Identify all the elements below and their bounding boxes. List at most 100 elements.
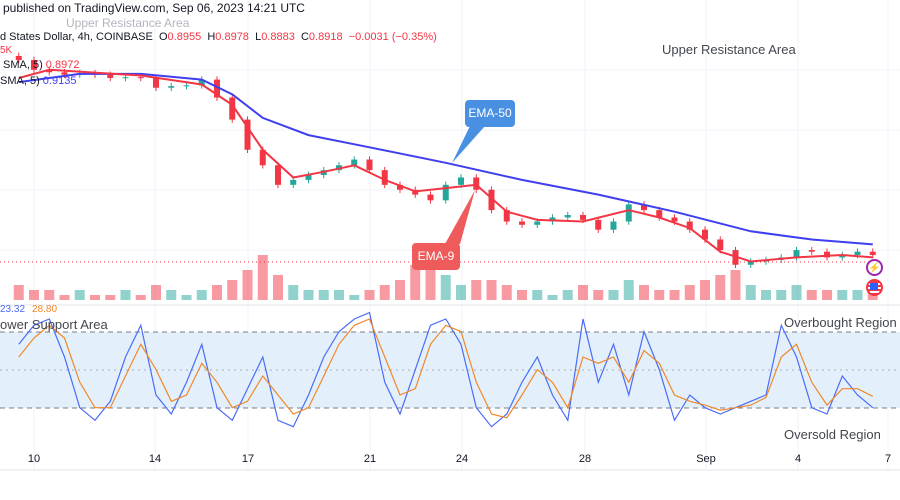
volume-bar: [562, 290, 573, 300]
x-tick-label: 17: [241, 453, 255, 465]
candle-body: [259, 149, 266, 166]
candle-body: [717, 239, 724, 251]
symbol-name: d States Dollar, 4h, COINBASE: [0, 31, 153, 43]
lightning-icon[interactable]: ⚡: [866, 259, 883, 276]
volume-bar: [608, 290, 619, 300]
volume-bar: [288, 285, 299, 300]
ema9-callout: EMA-9: [412, 243, 460, 270]
candle-body: [168, 86, 175, 88]
candle-body: [625, 204, 632, 222]
volume-bar: [181, 295, 192, 300]
volume-bar: [318, 290, 329, 300]
overbought-label: Overbought Region: [784, 315, 897, 330]
candle-body: [839, 254, 846, 258]
us-flag-icon[interactable]: [866, 279, 883, 296]
volume-bar: [364, 290, 375, 300]
volume-bar: [105, 295, 116, 300]
volume-bar: [166, 290, 177, 300]
ema9-line: [18, 68, 873, 263]
open-value: 0.8955: [167, 31, 202, 43]
sma1-value: 0.8972: [45, 59, 80, 71]
x-tick-label: 4: [794, 453, 802, 465]
volume-bar: [379, 285, 390, 300]
candle-body: [198, 79, 205, 86]
low-label: L: [255, 31, 262, 43]
ema50-callout-pointer: [452, 126, 485, 163]
x-tick-label: 21: [363, 453, 377, 465]
lower-support-label: ower Support Area: [0, 317, 108, 332]
volume-bars: [13, 255, 878, 300]
candle-body: [824, 251, 830, 258]
volume-bar: [593, 290, 604, 300]
upper-resistance-label: Upper Resistance Area: [662, 42, 796, 57]
ema50-line: [18, 72, 873, 246]
candle-body: [671, 217, 678, 222]
candle-body: [61, 72, 68, 75]
sma1-legend: SMA, 5) 0.8972: [3, 59, 79, 72]
change-value: −0.0031 (−0.35%): [348, 31, 437, 43]
candle-body: [46, 69, 53, 73]
volume-bar: [151, 285, 161, 300]
volume-bar: [227, 280, 238, 300]
volume-bar: [730, 270, 741, 300]
candle-body: [610, 221, 617, 230]
volume-bar: [791, 285, 802, 300]
volume-bar: [303, 290, 314, 300]
volume-bar: [242, 270, 253, 300]
candle-body: [488, 189, 495, 211]
volume-bar: [471, 280, 482, 300]
candle-body: [15, 55, 22, 61]
volume-legend: 5K: [0, 45, 13, 56]
volume-bar: [410, 265, 421, 300]
candle-body: [869, 251, 876, 255]
close-label: C: [300, 31, 309, 43]
candle-body: [290, 179, 297, 185]
close-value: 0.8918: [308, 31, 343, 43]
candle-body: [854, 251, 861, 255]
candle-body: [686, 221, 693, 230]
low-value: 0.8883: [261, 31, 295, 43]
volume-bar: [212, 285, 222, 300]
high-label: H: [207, 31, 216, 43]
x-tick-label: 10: [27, 453, 41, 465]
x-tick-label: 14: [148, 453, 162, 465]
volume-bar: [684, 285, 695, 300]
candle-body: [580, 215, 586, 220]
candle-body: [137, 77, 144, 79]
volume-bar: [349, 295, 360, 300]
candle-body: [122, 77, 129, 79]
candle-body: [31, 60, 37, 70]
candle-body: [275, 165, 281, 185]
volume-bar: [196, 290, 207, 300]
candle-body: [595, 219, 602, 230]
volume-bar: [745, 285, 756, 300]
volume-bar: [776, 290, 787, 300]
volume-bar: [120, 290, 131, 300]
candle-body: [702, 229, 708, 240]
candle-body: [351, 159, 358, 166]
candle-body: [442, 184, 449, 201]
volume-bar: [90, 295, 100, 300]
volume-bar: [623, 280, 634, 300]
x-tick-label: 7: [884, 453, 892, 465]
volume-bar: [135, 295, 146, 300]
candle-body: [381, 170, 388, 185]
candle-body: [183, 85, 190, 87]
high-value: 0.8978: [215, 31, 249, 43]
candle-body: [229, 97, 236, 120]
sma2-legend: SMA, 5) 0.9135: [0, 75, 76, 88]
volume-bar: [334, 290, 344, 300]
volume-bar: [13, 285, 24, 300]
ema9-callout-pointer: [445, 190, 475, 244]
candle-body: [214, 79, 220, 98]
volume-bar: [578, 285, 588, 300]
volume-bar: [822, 290, 832, 300]
volume-bar: [700, 280, 710, 300]
sma2-label: SMA, 5): [0, 75, 40, 87]
volume-bar: [59, 295, 70, 300]
open-label: O: [158, 31, 168, 43]
volume-bar: [44, 290, 55, 300]
candle-body: [747, 261, 754, 265]
volume-bar: [486, 280, 497, 300]
